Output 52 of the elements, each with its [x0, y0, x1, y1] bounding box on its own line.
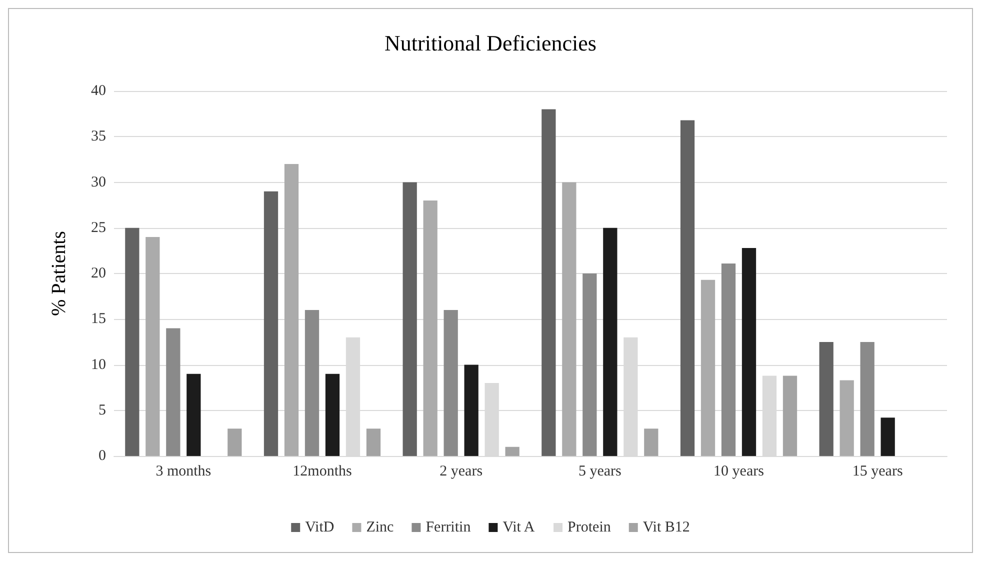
x-tick-label: 3 months [156, 464, 212, 480]
y-tick-label: 40 [91, 83, 106, 99]
legend-label: VitD [305, 520, 334, 536]
bar [402, 182, 417, 456]
bar [860, 342, 874, 456]
bar [166, 328, 180, 456]
bar [603, 228, 618, 456]
legend-label: Protein [568, 520, 612, 536]
y-tick-label: 20 [91, 266, 106, 282]
y-tick-label: 30 [91, 174, 106, 190]
bar [680, 120, 695, 456]
chart-title: Nutritional Deficiencies [384, 30, 596, 56]
legend-label: Vit B12 [642, 520, 690, 536]
bar [782, 376, 798, 456]
y-axis-title: % Patients [48, 230, 70, 316]
bar [146, 237, 160, 456]
bar [644, 428, 658, 456]
bar [742, 248, 756, 456]
x-tick-label: 15 years [852, 464, 903, 480]
bar [366, 428, 381, 456]
x-tick-label: 5 years [578, 464, 622, 480]
y-tick-label: 0 [98, 448, 106, 464]
legend-label: Vit A [502, 520, 535, 536]
x-tick-label: 12months [292, 464, 352, 480]
legend-label: Ferritin [426, 520, 472, 536]
bar [325, 374, 340, 456]
bar [880, 418, 895, 456]
x-tick-label: 10 years [714, 464, 764, 480]
bar [423, 200, 438, 456]
y-tick-label: 25 [91, 220, 106, 236]
x-tick-label: 2 years [440, 464, 483, 480]
bar [284, 164, 299, 456]
bar [304, 310, 320, 456]
bar [582, 274, 597, 456]
y-tick-label: 5 [98, 402, 106, 418]
bar [186, 374, 201, 456]
bar [700, 280, 716, 456]
bar [264, 191, 278, 456]
bar [228, 428, 242, 456]
bar [505, 446, 520, 456]
bar [464, 364, 478, 456]
bar [125, 228, 140, 456]
bar [840, 380, 854, 456]
bar [542, 109, 556, 456]
y-tick-label: 15 [91, 311, 106, 328]
legend-label: Zinc [366, 520, 394, 536]
bar [562, 182, 576, 456]
y-tick-label: 35 [91, 128, 106, 145]
bar [819, 342, 834, 456]
y-tick-label: 10 [91, 356, 106, 373]
bar [721, 263, 736, 456]
bar [444, 310, 458, 456]
